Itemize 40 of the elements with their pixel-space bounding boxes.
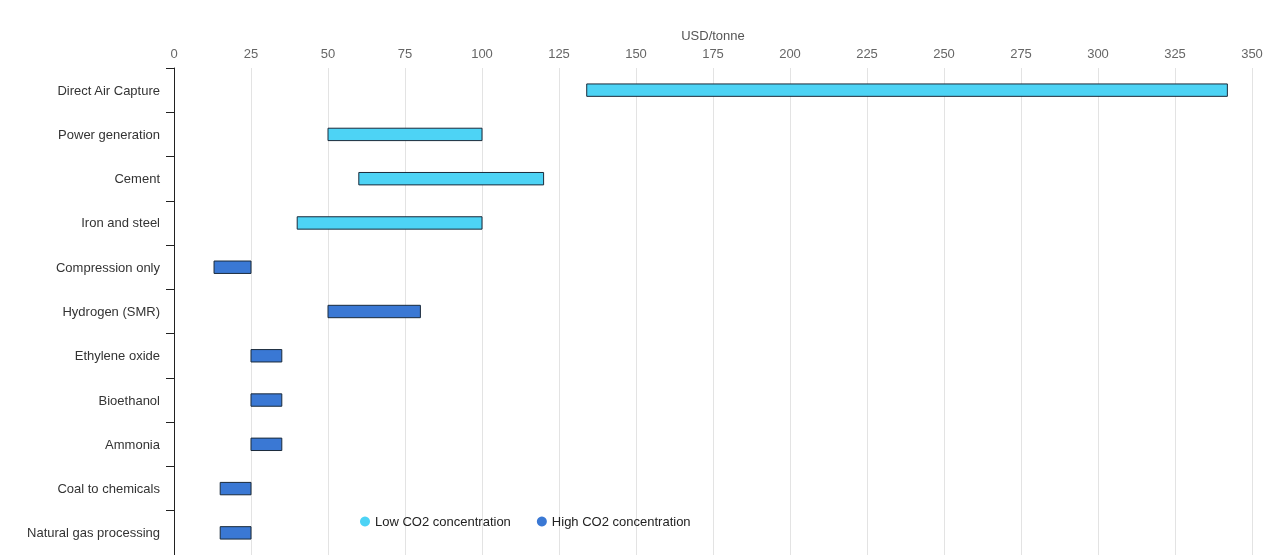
x-axis-title: USD/tonne <box>681 28 745 43</box>
bar <box>327 304 421 319</box>
y-tick-label: Natural gas processing <box>27 525 160 541</box>
x-tick-label: 175 <box>702 46 724 61</box>
y-tick-label: Hydrogen (SMR) <box>62 304 160 319</box>
x-tick-label: 50 <box>320 46 336 61</box>
bar <box>250 393 283 407</box>
x-tick-label: 325 <box>1164 46 1186 61</box>
y-tick-label: Coal to chemicals <box>57 481 161 497</box>
x-tick-label: 150 <box>625 46 647 61</box>
x-tick-label: 225 <box>856 46 878 61</box>
bar <box>250 349 283 363</box>
bar <box>358 171 545 186</box>
bar <box>250 437 283 452</box>
x-tick-label: 275 <box>1010 46 1032 61</box>
x-tick-label: 100 <box>471 46 493 61</box>
bar <box>219 526 252 540</box>
y-tick-label: Bioethanol <box>98 392 161 408</box>
legend-label: High CO2 concentration <box>551 514 691 529</box>
x-tick-label: 125 <box>548 46 570 61</box>
x-tick-label: 350 <box>1241 46 1263 61</box>
y-tick-label: Ethylene oxide <box>74 348 160 364</box>
bar <box>586 83 1228 97</box>
y-tick-label: Direct Air Capture <box>57 82 160 98</box>
legend-label: Low CO2 concentration <box>375 514 511 529</box>
bar <box>219 481 252 496</box>
x-tick-label: 0 <box>170 46 178 61</box>
y-tick-label: Ammonia <box>105 436 161 452</box>
x-tick-label: 200 <box>779 46 801 61</box>
y-tick-label: Power generation <box>58 126 160 142</box>
bar <box>296 216 483 230</box>
bar <box>213 260 252 274</box>
y-tick-label: Cement <box>114 171 161 187</box>
y-tick-label: Compression only <box>55 259 161 275</box>
x-tick-label: 25 <box>243 46 259 61</box>
bar <box>327 127 483 142</box>
x-tick-label: 250 <box>933 46 955 61</box>
y-tick-label: Iron and steel <box>81 215 161 231</box>
x-tick-label: 75 <box>397 46 413 61</box>
x-tick-label: 300 <box>1087 46 1109 61</box>
